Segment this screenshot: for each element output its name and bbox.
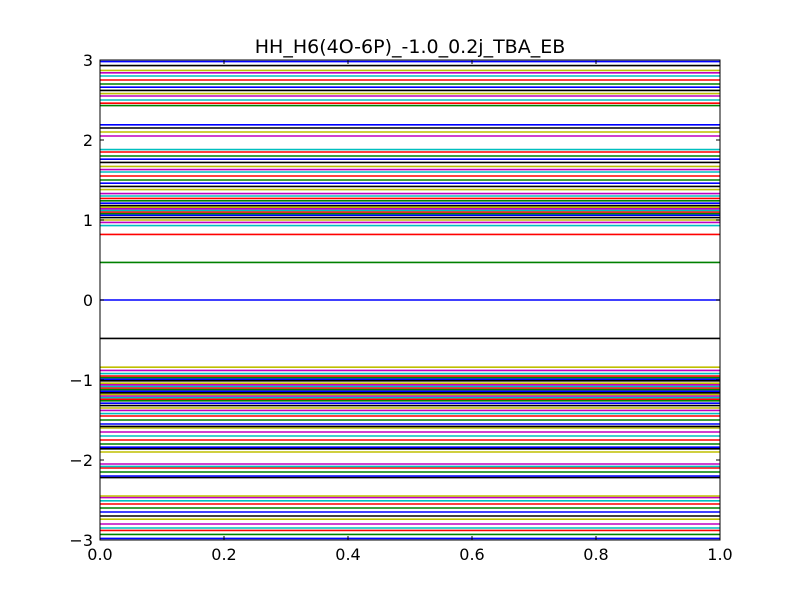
y-tick-label: 3 (83, 51, 93, 70)
y-tick-label: 2 (83, 131, 93, 150)
y-tick-label: 1 (83, 211, 93, 230)
chart-title: HH_H6(4O-6P)_-1.0_0.2j_TBA_EB (255, 36, 566, 58)
x-tick-label: 0.0 (87, 545, 112, 564)
x-tick-label: 0.4 (335, 545, 360, 564)
y-tick-label: −3 (69, 531, 93, 550)
energy-levels (100, 60, 720, 540)
y-tick-label: −1 (69, 371, 93, 390)
x-tick-labels: 0.0 0.2 0.4 0.6 0.8 1.0 (87, 545, 732, 564)
x-tick-label: 0.8 (583, 545, 608, 564)
plot-frame (99, 59, 721, 541)
x-tick-label: 0.6 (459, 545, 484, 564)
x-tick-label: 0.2 (211, 545, 236, 564)
y-tick-label: −2 (69, 451, 93, 470)
y-tick-labels: −3 −2 −1 0 1 2 3 (69, 51, 93, 550)
y-tick-label: 0 (83, 291, 93, 310)
x-tick-label: 1.0 (707, 545, 732, 564)
